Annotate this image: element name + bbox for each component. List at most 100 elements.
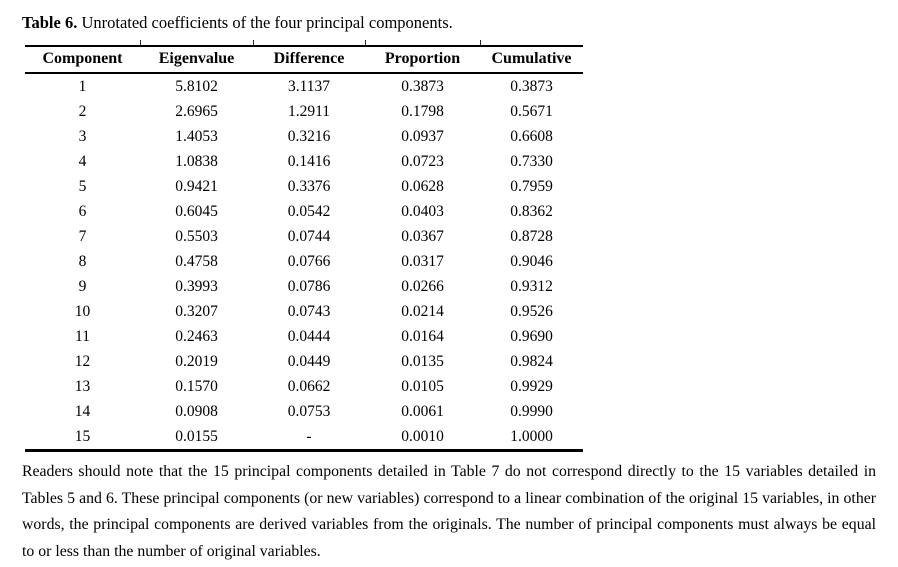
table-cell: 0.7959 <box>510 178 553 195</box>
table-row: 7 0.5503 0.0744 0.0367 0.8728 <box>25 224 583 249</box>
table-row: 13 0.1570 0.0662 0.0105 0.9929 <box>25 374 583 399</box>
table-row: 3 1.4053 0.3216 0.0937 0.6608 <box>25 124 583 149</box>
table-cell: 3.1137 <box>287 78 331 95</box>
table-cell: 0.0105 <box>401 378 444 395</box>
table-cell: 0.0908 <box>175 403 218 420</box>
table-cell: 1.2911 <box>287 103 331 120</box>
table-cell: 0.3207 <box>175 303 218 320</box>
column-header: Proportion <box>365 45 480 74</box>
table-cell: 1.0000 <box>480 424 583 452</box>
table-cell: 0.5503 <box>175 228 218 245</box>
table-row: 14 0.0908 0.0753 0.0061 0.9990 <box>25 399 583 424</box>
table-cell: 0.0723 <box>401 153 444 170</box>
note-paragraph: Readers should note that the 15 principa… <box>22 463 876 560</box>
table-cell: 0.4758 <box>175 253 218 270</box>
table-row: 1 5.8102 3.1137 0.3873 0.3873 <box>25 73 583 99</box>
table-cell: 4 <box>78 153 87 170</box>
table-cell: 0.0444 <box>287 328 331 345</box>
table-cell: 0.0135 <box>401 353 444 370</box>
table-row: 2 2.6965 1.2911 0.1798 0.5671 <box>25 99 583 124</box>
table-caption-label: Table 6. <box>22 13 78 32</box>
table-row: 9 0.3993 0.0786 0.0266 0.9312 <box>25 274 583 299</box>
table-cell: 14 <box>74 403 91 420</box>
table-cell: 0.0367 <box>401 228 444 245</box>
table-cell: 0.0628 <box>401 178 444 195</box>
table-cell: 3 <box>78 128 87 145</box>
column-header: Difference <box>253 45 365 74</box>
table-cell: 0.1798 <box>401 103 444 120</box>
table-body: 1 5.8102 3.1137 0.3873 0.3873 2 2.6965 1.2911 0.… <box>25 73 583 452</box>
table-cell: 0.5671 <box>510 103 553 120</box>
table-cell: 0.0937 <box>401 128 444 145</box>
table-cell: 0.7330 <box>510 153 553 170</box>
table-row: 11 0.2463 0.0444 0.0164 0.9690 <box>25 324 583 349</box>
table-cell: 0.8728 <box>510 228 553 245</box>
table-cell: 2.6965 <box>175 103 218 120</box>
table-cell: 1 <box>78 78 87 95</box>
table-cell: 0.0403 <box>401 203 444 220</box>
table-cell: 0.0317 <box>401 253 444 270</box>
table-cell: 0.0061 <box>401 403 444 420</box>
table-caption-text: Unrotated coefficients of the four princ… <box>81 13 453 32</box>
table-cell: 0.1416 <box>287 153 331 170</box>
table-cell: 0.0766 <box>287 253 331 270</box>
table-cell: 0.3216 <box>287 128 331 145</box>
table-cell: 0.3993 <box>175 278 218 295</box>
table-cell: 8 <box>78 253 87 270</box>
table-cell: 0.0743 <box>287 303 331 320</box>
table-cell: 0.8362 <box>510 203 553 220</box>
header-row: Component Eigenvalue Difference Proportion C… <box>25 45 583 74</box>
table-row: 4 1.0838 0.1416 0.0723 0.7330 <box>25 149 583 174</box>
table-row: 6 0.6045 0.0542 0.0403 0.8362 <box>25 199 583 224</box>
table-cell: 0.0010 <box>365 424 480 452</box>
table-cell: 0.6045 <box>175 203 218 220</box>
table-row: 5 0.9421 0.3376 0.0628 0.7959 <box>25 174 583 199</box>
table-row: 12 0.2019 0.0449 0.0135 0.9824 <box>25 349 583 374</box>
table-cell: 10 <box>74 303 91 320</box>
table-row: 15 0.0155-0.0010 1.0000 <box>25 424 583 452</box>
table-cell: 0.2019 <box>175 353 218 370</box>
column-header: Eigenvalue <box>140 45 253 74</box>
table-cell: 6 <box>78 203 87 220</box>
table-cell: 0.0266 <box>401 278 444 295</box>
table-cell: 0.0662 <box>287 378 331 395</box>
table-cell: 0.0155 <box>140 424 253 452</box>
table-cell: 11 <box>75 328 90 345</box>
table-cell: 2 <box>78 103 87 120</box>
table-cell: 0.9421 <box>175 178 218 195</box>
table-cell: 0.1570 <box>175 378 218 395</box>
table-cell: 0.0542 <box>287 203 331 220</box>
table-caption: Table 6. Unrotated coefficients of the f… <box>22 12 876 34</box>
table-cell: 12 <box>74 353 91 370</box>
table-cell: 7 <box>78 228 87 245</box>
table-cell: 0.0214 <box>401 303 444 320</box>
table-cell: - <box>253 424 365 452</box>
table-row: 10 0.3207 0.0743 0.0214 0.9526 <box>25 299 583 324</box>
pca-eigenvalues-table: Component Eigenvalue Difference Proportion C… <box>25 40 583 452</box>
table-cell: 0.9312 <box>510 278 553 295</box>
table-cell: 0.9046 <box>510 253 553 270</box>
table-cell: 1.0838 <box>175 153 218 170</box>
column-header: Component <box>25 45 140 74</box>
table-cell: 0.9526 <box>510 303 553 320</box>
table-cell: 0.3873 <box>510 78 553 95</box>
table-cell: 5.8102 <box>175 78 218 95</box>
column-header: Cumulative <box>480 45 583 74</box>
table-cell: 0.9690 <box>510 328 553 345</box>
table-cell: 0.9824 <box>510 353 553 370</box>
table-cell: 0.3376 <box>287 178 331 195</box>
table-row: 8 0.4758 0.0766 0.0317 0.9046 <box>25 249 583 274</box>
table-cell: 0.0164 <box>401 328 444 345</box>
table-cell: 0.0744 <box>287 228 331 245</box>
table-cell: 0.9929 <box>510 378 553 395</box>
column-boundary-ticks <box>25 40 583 46</box>
table-cell: 5 <box>78 178 87 195</box>
table-cell: 1.4053 <box>175 128 218 145</box>
table-cell: 0.0449 <box>287 353 331 370</box>
table-cell: 0.6608 <box>510 128 553 145</box>
table-cell: 13 <box>74 378 91 395</box>
table-cell: 0.9990 <box>510 403 553 420</box>
table-cell: 0.2463 <box>175 328 218 345</box>
table-cell: 0.3873 <box>401 78 444 95</box>
